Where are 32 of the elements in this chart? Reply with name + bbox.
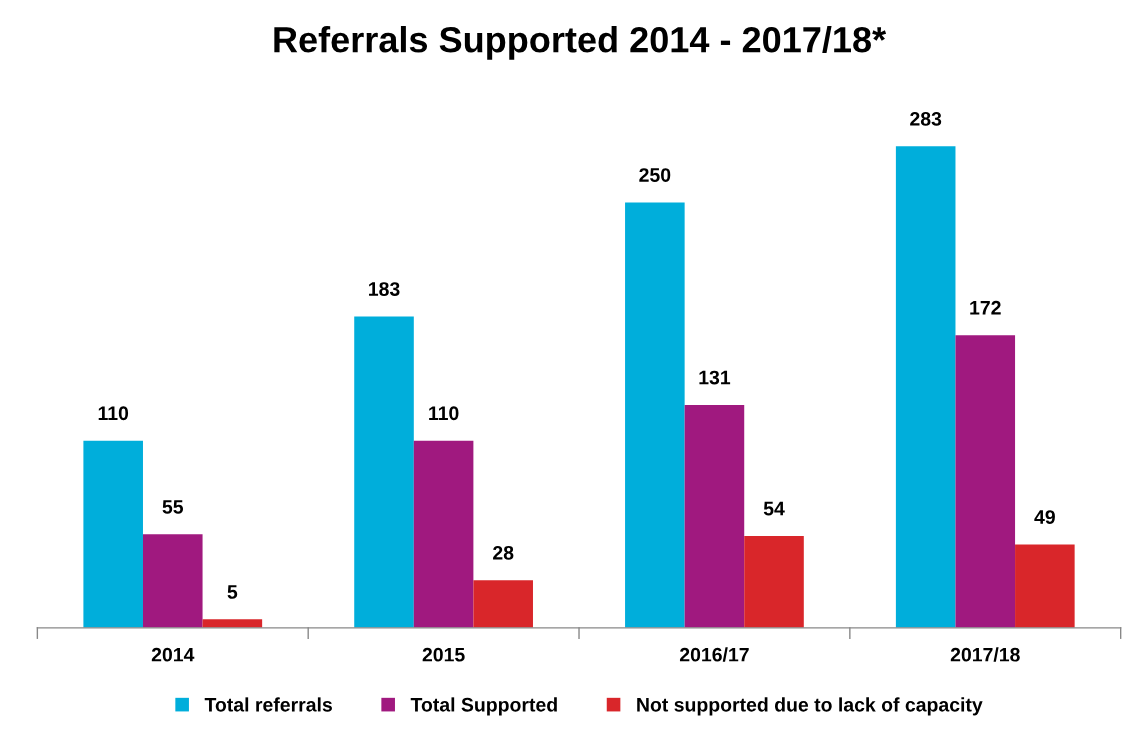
data-label: 172 [970, 300, 1001, 315]
data-label: 54 [763, 501, 785, 516]
bar [955, 335, 1016, 628]
data-label: 28 [493, 545, 514, 560]
bar [142, 534, 203, 628]
data-label: 131 [699, 370, 731, 385]
bar [625, 202, 685, 628]
bar [684, 404, 745, 628]
bar [83, 440, 143, 628]
legend-label: Not supported due to lack of capacity [637, 697, 983, 716]
x-tick-label: 2016/17 [679, 647, 749, 662]
data-label: 250 [639, 168, 671, 182]
chart-title: Referrals Supported 2014 - 2017/18* [274, 26, 887, 60]
bar [413, 440, 474, 628]
bar [1015, 544, 1075, 628]
legend-label: Total Supported [410, 697, 557, 716]
bar [202, 619, 263, 628]
bar [895, 146, 956, 628]
bar [744, 535, 804, 628]
x-tick-label: 2017/18 [950, 647, 1020, 662]
x-tick-label: 2014 [151, 647, 195, 662]
data-label: 5 [227, 585, 238, 599]
bar [354, 316, 414, 628]
data-label: 55 [162, 500, 184, 514]
data-label: 283 [910, 111, 942, 126]
x-tick-label: 2015 [422, 647, 465, 662]
bar [473, 580, 533, 628]
data-label: 110 [98, 406, 129, 421]
data-label: 49 [1034, 510, 1055, 524]
legend-label: Total referrals [204, 697, 332, 712]
data-label: 110 [429, 406, 459, 421]
data-label: 183 [369, 282, 400, 296]
